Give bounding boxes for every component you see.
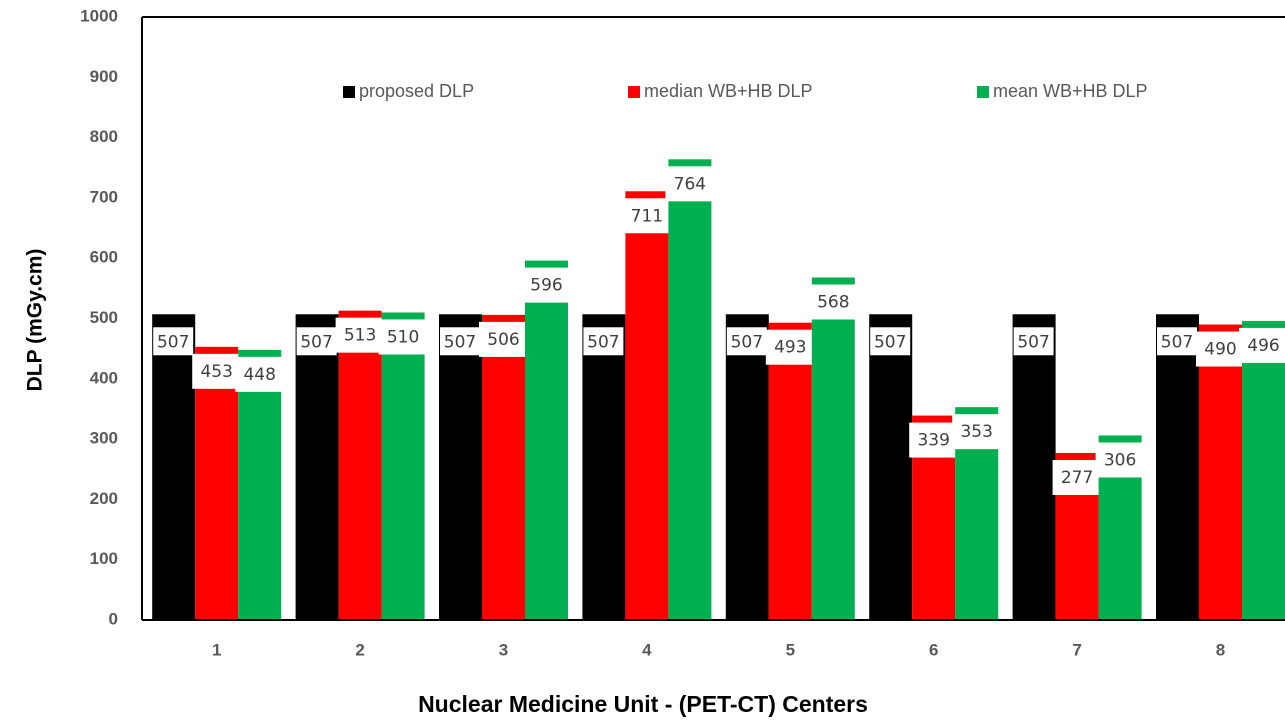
- data-label-box: [808, 284, 858, 320]
- y-tick-label: 600: [90, 248, 118, 267]
- bar: [768, 322, 812, 620]
- bar: [668, 159, 712, 621]
- data-label-box: [1013, 327, 1054, 356]
- data-label-box: [479, 321, 528, 357]
- bar: [295, 314, 339, 620]
- data-label-box: [335, 317, 385, 353]
- bar: [1012, 314, 1056, 620]
- data-label: 507: [874, 332, 906, 352]
- data-label: 711: [631, 206, 663, 226]
- data-label: 507: [157, 332, 189, 352]
- data-label: 448: [243, 365, 275, 385]
- data-label: 510: [387, 327, 419, 347]
- data-label: 339: [917, 431, 949, 451]
- data-label: 496: [1247, 336, 1279, 356]
- y-tick-label: 1000: [80, 6, 118, 25]
- bar: [725, 314, 769, 620]
- y-tick-label: 800: [90, 127, 118, 146]
- y-tick-label: 400: [90, 368, 118, 387]
- bar: [811, 277, 855, 620]
- data-label-box: [726, 327, 767, 356]
- data-label-box: [622, 198, 672, 234]
- legend-swatch: [628, 86, 640, 98]
- data-label: 277: [1061, 468, 1093, 488]
- data-label: 507: [587, 332, 619, 352]
- data-label: 764: [674, 174, 706, 194]
- data-label-box: [765, 329, 815, 365]
- bar: [869, 314, 913, 620]
- x-tick-label: 3: [499, 640, 508, 659]
- x-tick-label: 7: [1072, 640, 1081, 659]
- data-label-box: [378, 319, 428, 355]
- bar: [381, 312, 425, 620]
- bar: [582, 314, 626, 620]
- bar: [238, 349, 282, 620]
- data-label: 353: [960, 422, 992, 442]
- bar: [1156, 314, 1199, 620]
- data-label: 507: [731, 332, 763, 352]
- data-label-box: [665, 166, 715, 202]
- data-label: 507: [300, 332, 332, 352]
- data-label: 596: [530, 276, 562, 296]
- bar: [152, 314, 196, 620]
- bar: [439, 314, 482, 620]
- legend-label: median WB+HB DLP: [644, 81, 813, 101]
- data-label: 568: [817, 292, 849, 312]
- data-label-box: [909, 422, 959, 458]
- y-axis-title: DLP (mGy.cm): [24, 249, 47, 392]
- data-label-box: [440, 327, 480, 356]
- data-label-box: [296, 327, 337, 356]
- bar: [625, 191, 669, 620]
- x-tick-label: 5: [786, 640, 795, 659]
- x-tick-label: 2: [355, 640, 364, 659]
- data-label-box: [192, 353, 242, 389]
- data-label: 507: [1161, 332, 1193, 352]
- data-label: 506: [487, 330, 519, 350]
- y-tick-label: 200: [90, 489, 118, 508]
- bar: [195, 346, 239, 620]
- data-label-box: [235, 356, 285, 392]
- legend-swatch: [343, 86, 355, 98]
- data-label: 490: [1204, 340, 1236, 360]
- bar: [482, 314, 525, 620]
- data-label-box: [952, 414, 1002, 450]
- y-tick-label: 100: [90, 549, 118, 568]
- bar: [1199, 324, 1242, 620]
- data-label: 493: [774, 338, 806, 358]
- x-axis-title: Nuclear Medicine Unit - (PET-CT) Centers: [418, 691, 868, 717]
- x-tick-label: 6: [929, 640, 938, 659]
- y-tick-label: 700: [90, 187, 118, 206]
- bar: [525, 260, 568, 620]
- x-tick-label: 1: [212, 640, 221, 659]
- legend-label: mean WB+HB DLP: [993, 81, 1148, 101]
- x-tick-label: 8: [1216, 640, 1225, 659]
- data-label-box: [1239, 327, 1285, 363]
- data-label-box: [1196, 331, 1245, 367]
- data-label-box: [583, 327, 624, 356]
- y-tick-label: 900: [90, 67, 118, 86]
- data-label-box: [1095, 442, 1145, 478]
- bar: [338, 310, 382, 620]
- data-label-box: [522, 267, 571, 303]
- data-label: 507: [1017, 332, 1049, 352]
- x-tick-label: 4: [642, 640, 652, 659]
- y-tick-label: 300: [90, 429, 118, 448]
- y-tick-label: 0: [109, 609, 118, 628]
- data-label-box: [153, 327, 194, 356]
- data-label-box: [1052, 459, 1102, 495]
- data-label: 306: [1104, 450, 1136, 470]
- data-label: 507: [444, 332, 476, 352]
- y-tick-label: 500: [90, 308, 118, 327]
- data-label-box: [870, 327, 911, 356]
- data-label: 513: [344, 326, 376, 346]
- data-label: 453: [200, 362, 232, 382]
- legend-swatch: [977, 86, 989, 98]
- bar: [1242, 320, 1285, 620]
- data-label-box: [1157, 327, 1197, 356]
- legend-label: proposed DLP: [359, 81, 474, 101]
